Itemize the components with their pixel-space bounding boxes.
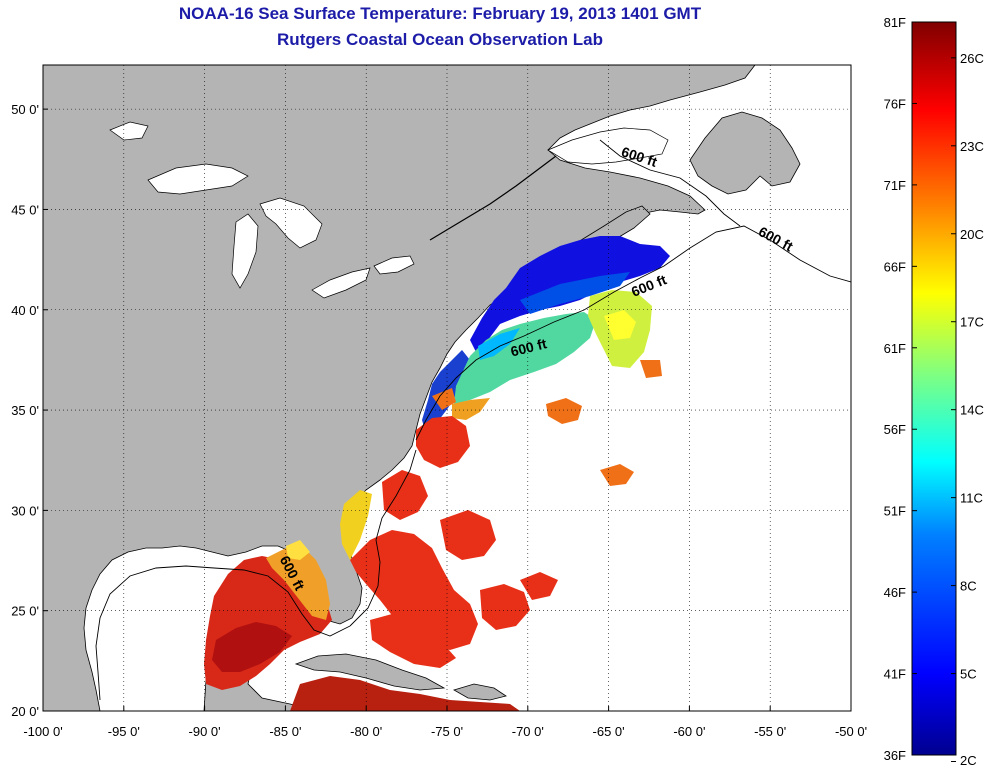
x-tick-label: -90 0' <box>189 724 221 739</box>
sst-warm-patches <box>350 416 558 668</box>
sst-cold-shelf <box>520 272 630 314</box>
colorbar-label-f: 41F <box>884 667 906 682</box>
colorbar-label-f: 66F <box>884 259 906 274</box>
colorbar-label-c: 26C <box>960 51 984 66</box>
map-subtitle: Rutgers Coastal Ocean Observation Lab <box>277 30 603 49</box>
y-tick-label: 45 0' <box>11 202 39 217</box>
land-newfoundland <box>689 111 801 195</box>
y-tick-label: 30 0' <box>11 503 39 518</box>
y-tick-label: 35 0' <box>11 403 39 418</box>
sst-gulf-loop-current <box>212 622 292 672</box>
colorbar-label-c: 20C <box>960 227 984 242</box>
y-tick-label: 40 0' <box>11 303 39 318</box>
colorbar-label-c: 14C <box>960 403 984 418</box>
colorbar-ticks: 81F 76F 71F 66F 61F 56F 51F 46F 41F 36F 26C 23C 20C 1… <box>884 15 984 768</box>
sst-florida-current <box>340 490 372 560</box>
x-tick-label: -60 0' <box>673 724 705 739</box>
y-tick-label: 20 0' <box>11 704 39 719</box>
colorbar-label-c: 23C <box>960 139 984 154</box>
sst-gulf-stream-orange <box>452 398 490 420</box>
isobath-600ft-florida <box>349 449 417 627</box>
x-tick-label: -55 0' <box>754 724 786 739</box>
hudson-bay-inlet <box>109 121 149 141</box>
colorbar-label-c: 17C <box>960 315 984 330</box>
land-hispaniola <box>452 683 507 701</box>
colorbar-label-f: 81F <box>884 15 906 30</box>
map-ticks: -100 0' -95 0' -90 0' -85 0' -80 0' -75 0' -70… <box>11 102 867 739</box>
colorbar-label-c: 8C <box>960 579 977 594</box>
x-tick-label: -100 0' <box>23 724 62 739</box>
isobath-600ft <box>415 225 851 441</box>
colorbar-label-c: 11C <box>960 491 983 506</box>
x-tick-label: -50 0' <box>835 724 867 739</box>
x-tick-label: -85 0' <box>269 724 301 739</box>
colorbar-label-f: 46F <box>884 585 906 600</box>
sst-west-florida-shelf <box>266 546 330 620</box>
land-cuba <box>294 653 446 691</box>
x-tick-label: -70 0' <box>512 724 544 739</box>
sst-shelf-green <box>454 312 596 404</box>
x-tick-label: -65 0' <box>593 724 625 739</box>
colorbar-label-f: 51F <box>884 504 906 519</box>
sst-slope-cyan <box>478 328 520 360</box>
colorbar-label-f: 71F <box>884 178 906 193</box>
x-tick-label: -80 0' <box>350 724 382 739</box>
st-lawrence-river <box>429 155 557 241</box>
colorbar-label-c: 5C <box>960 667 977 682</box>
isobath-600ft-gulf <box>95 565 351 701</box>
sst-big-bend-yellow <box>286 540 310 560</box>
colorbar-label-f: 61F <box>884 341 906 356</box>
colorbar-label-f: 56F <box>884 422 906 437</box>
colorbar <box>911 21 957 756</box>
great-lakes <box>147 163 415 299</box>
map-title: NOAA-16 Sea Surface Temperature: Februar… <box>178 4 702 23</box>
y-tick-label: 50 0' <box>11 102 39 117</box>
y-tick-label: 25 0' <box>11 604 39 619</box>
colorbar-label-f: 76F <box>884 96 906 111</box>
colorbar-label-f: 36F <box>884 748 906 763</box>
isobath-600ft-canada <box>599 139 741 227</box>
x-tick-label: -95 0' <box>108 724 140 739</box>
sst-caribbean <box>290 676 520 711</box>
land-north-america <box>43 65 756 711</box>
colorbar-label-c: 2C <box>960 753 977 768</box>
sst-yellow-center <box>604 310 636 340</box>
x-tick-label: -75 0' <box>431 724 463 739</box>
